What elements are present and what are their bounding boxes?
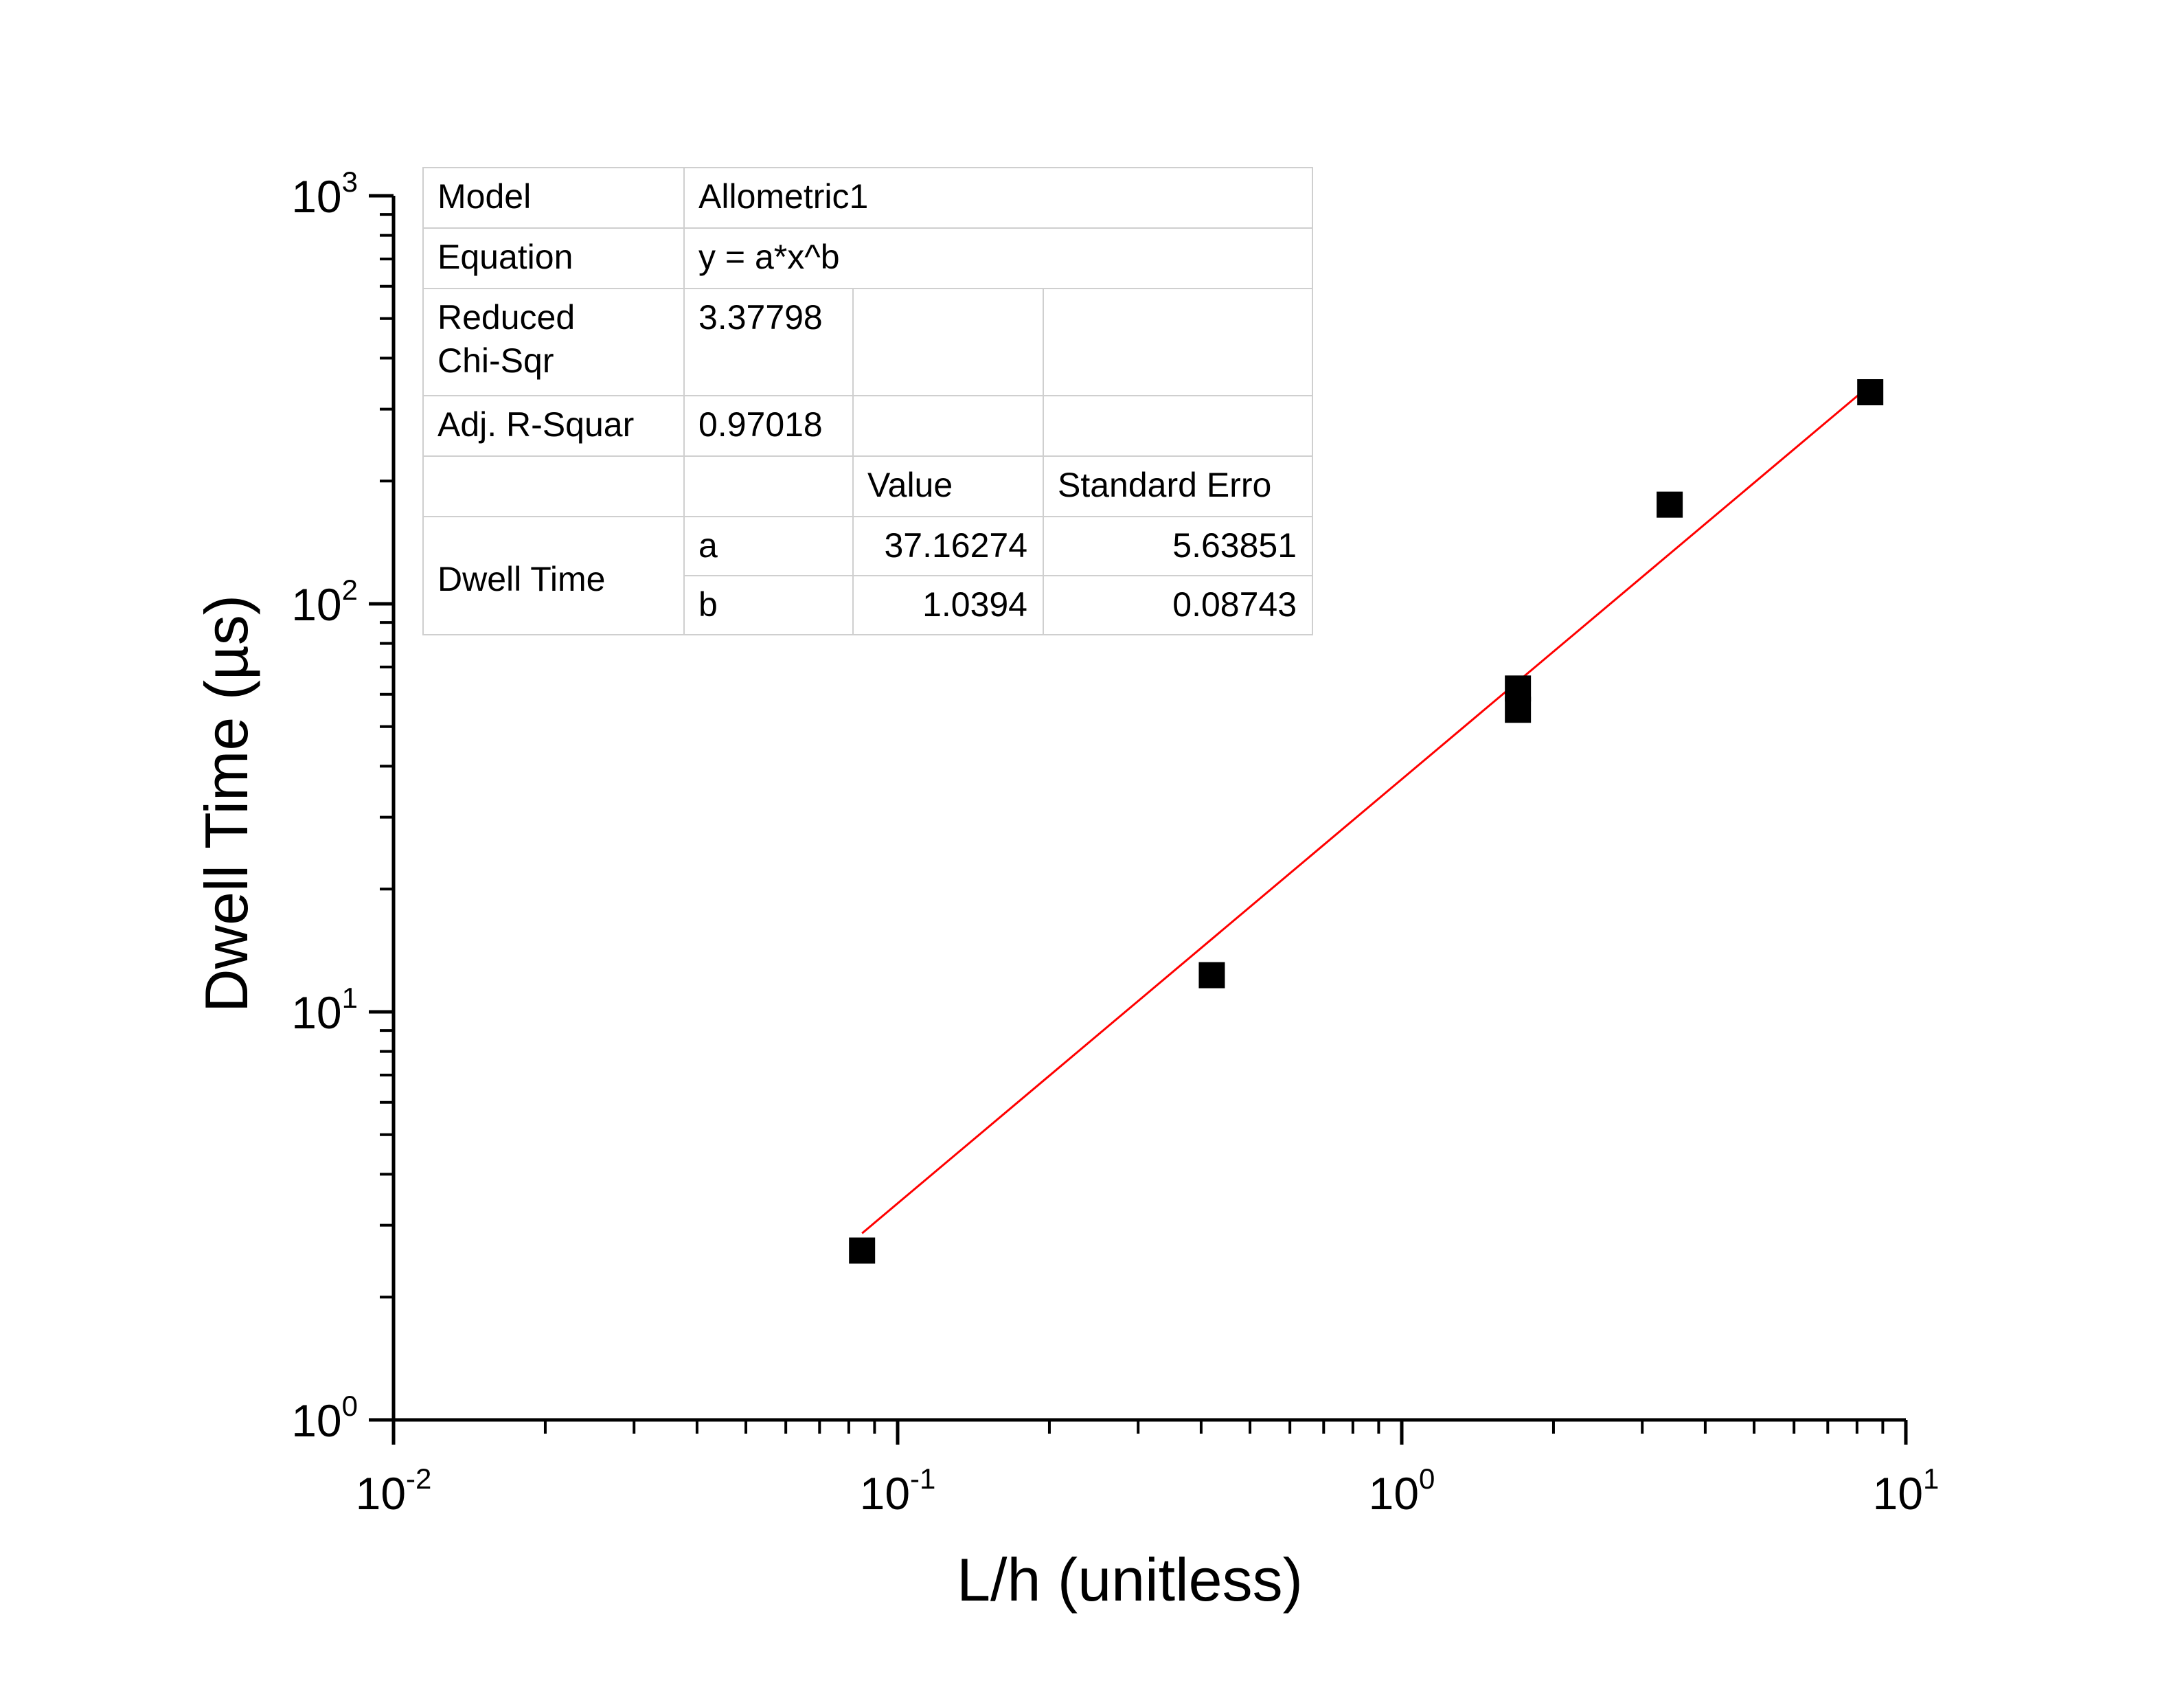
group-label: Dwell Time [422, 516, 685, 635]
x-axis-label: L/h (unitless) [957, 1546, 1303, 1614]
chisq-row: Reduced Chi-Sqr 3.37798 [422, 288, 1314, 396]
y-tick-label-base: 10 [291, 579, 341, 630]
header-row: Value Standard Erro [422, 455, 1314, 517]
data-point [1198, 962, 1225, 989]
param-a-row: Dwell Time a 37.16274 5.63851 [422, 516, 1314, 635]
chisq-label-line2: Chi-Sqr [437, 341, 554, 380]
x-tick-label-exponent: -1 [910, 1462, 935, 1495]
r2-label: Adj. R-Squar [422, 395, 685, 457]
points-layer [849, 379, 1884, 1264]
param-b-value: 1.0394 [852, 575, 1044, 635]
equation-row: Equation y = a*x^b [422, 227, 1314, 289]
data-point [1505, 697, 1532, 723]
chisq-empty-2 [1042, 288, 1314, 396]
model-value: Allometric1 [683, 167, 1314, 229]
data-point [1657, 491, 1683, 518]
chisq-label: Reduced Chi-Sqr [422, 288, 685, 396]
r2-empty-1 [852, 395, 1044, 457]
x-tick-label: 10-2 [356, 1462, 432, 1519]
y-tick-label-exponent: 3 [342, 166, 358, 198]
r2-empty-2 [1042, 395, 1314, 457]
data-point [849, 1237, 876, 1264]
y-tick-label: 101 [291, 982, 358, 1038]
param-a-value: 37.16274 [852, 516, 1044, 576]
param-a-error: 5.63851 [1042, 516, 1314, 576]
fit-results-table: Model Allometric1 Equation y = a*x^b Red… [422, 167, 1314, 635]
x-tick-label-base: 10 [1369, 1468, 1419, 1519]
value-header: Value [852, 455, 1044, 517]
x-tick-label: 10-1 [860, 1462, 936, 1519]
y-tick-label-base: 10 [291, 1395, 341, 1446]
chisq-label-line1: Reduced [437, 298, 576, 337]
error-header: Standard Erro [1042, 455, 1314, 517]
fit-line [861, 382, 1874, 1234]
y-axis-label: Dwell Time (µs) [192, 595, 260, 1013]
x-tick-label-exponent: 0 [1419, 1462, 1435, 1495]
model-label: Model [422, 167, 685, 229]
y-tick-label: 103 [291, 166, 358, 222]
x-tick-label-base: 10 [860, 1468, 910, 1519]
param-b-error: 0.08743 [1042, 575, 1314, 635]
equation-label: Equation [422, 227, 685, 289]
param-a-name: a [683, 516, 854, 576]
y-tick-label: 102 [291, 574, 358, 630]
equation-value: y = a*x^b [683, 227, 1314, 289]
chisq-value: 3.37798 [683, 288, 854, 396]
header-empty-1 [422, 455, 685, 517]
y-tick-label-base: 10 [291, 171, 341, 222]
r2-row: Adj. R-Squar 0.97018 [422, 395, 1314, 457]
param-b-name: b [683, 575, 854, 635]
fit-layer [861, 382, 1874, 1234]
param-b-row: b 1.0394 0.08743 [423, 575, 1314, 635]
r2-value: 0.97018 [683, 395, 854, 457]
x-tick-label-exponent: -2 [406, 1462, 431, 1495]
y-tick-label-exponent: 2 [342, 574, 358, 606]
x-tick-label-base: 10 [1873, 1468, 1923, 1519]
y-tick-label-exponent: 0 [342, 1390, 358, 1422]
x-tick-label-base: 10 [356, 1468, 406, 1519]
x-tick-label-exponent: 1 [1923, 1462, 1939, 1495]
header-empty-2 [683, 455, 854, 517]
model-row: Model Allometric1 [422, 167, 1314, 229]
y-tick-label-exponent: 1 [342, 982, 358, 1014]
chisq-empty-1 [852, 288, 1044, 396]
x-tick-label: 101 [1873, 1462, 1940, 1519]
data-point [1857, 379, 1884, 406]
x-tick-label: 100 [1369, 1462, 1435, 1519]
y-tick-label: 100 [291, 1390, 358, 1446]
y-tick-label-base: 10 [291, 987, 341, 1038]
